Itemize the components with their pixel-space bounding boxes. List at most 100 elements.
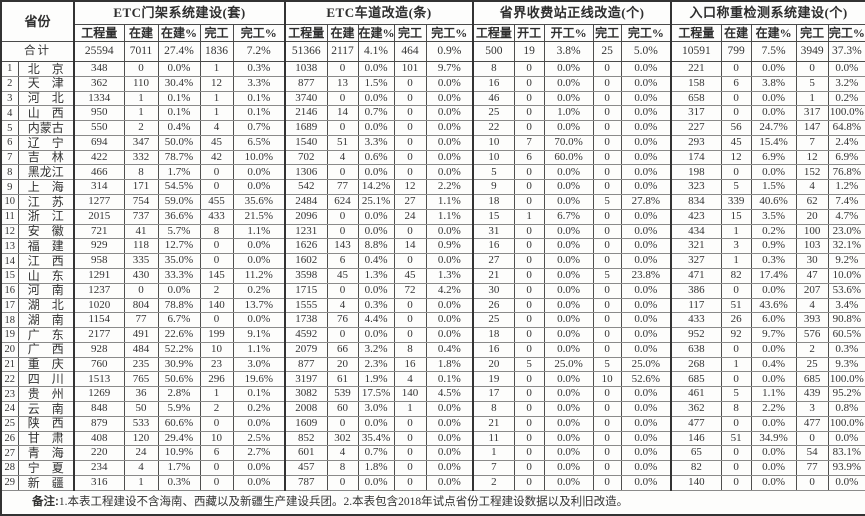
data-cell: 35.4% xyxy=(357,430,395,447)
data-cell: 4 xyxy=(326,445,359,462)
data-cell: 1.2% xyxy=(827,179,865,196)
data-cell: 0 xyxy=(513,164,545,181)
province-name: 广 东 xyxy=(17,327,75,343)
data-cell: 93.9% xyxy=(827,460,865,476)
data-cell: 6 xyxy=(199,445,234,462)
data-cell: 4 xyxy=(199,120,234,136)
data-cell: 0.2% xyxy=(232,400,286,417)
data-cell: 316 xyxy=(73,474,125,492)
data-cell: 293 xyxy=(670,134,722,151)
data-cell: 17 xyxy=(472,386,515,402)
data-cell: 0 xyxy=(592,415,622,432)
data-cell: 685 xyxy=(795,371,829,388)
data-cell: 0 xyxy=(393,415,427,432)
data-cell: 362 xyxy=(73,75,125,92)
data-cell: 0 xyxy=(592,164,622,181)
data-cell: 5 xyxy=(472,164,515,181)
data-cell: 0 xyxy=(513,341,545,358)
data-cell: 7 xyxy=(513,134,545,151)
data-cell: 455 xyxy=(199,194,234,210)
data-cell: 18 xyxy=(472,194,515,210)
data-cell: 0.0% xyxy=(425,223,474,240)
data-cell: 27 xyxy=(472,253,515,269)
data-cell: 25 xyxy=(472,312,515,329)
data-cell: 0 xyxy=(393,149,427,166)
data-cell: 30 xyxy=(472,282,515,299)
data-cell: 0 xyxy=(326,415,359,432)
data-cell: 0 xyxy=(326,223,359,240)
data-cell: 227 xyxy=(670,120,722,136)
data-cell: 0 xyxy=(592,134,622,151)
data-cell: 42 xyxy=(199,149,234,166)
data-cell: 0.0% xyxy=(620,75,672,92)
table-row: 8 黑龙江 466 8 1.7% 0 0.0% 1306 0 0.0% 0 0.0% 5 0 0.0% 0 0.… xyxy=(0,164,865,181)
data-cell: 1.7% xyxy=(157,164,201,181)
data-cell: 0 xyxy=(513,75,545,92)
province-name: 重 庆 xyxy=(17,356,75,373)
data-cell: 848 xyxy=(73,400,125,417)
data-cell: 0.0% xyxy=(425,120,474,136)
data-cell: 1.5% xyxy=(357,75,395,92)
data-cell: 4.5% xyxy=(425,386,474,402)
total-cell: 500 xyxy=(472,41,515,62)
data-cell: 0.0% xyxy=(750,460,797,476)
data-cell: 339 xyxy=(720,194,752,210)
data-cell: 50.0% xyxy=(157,134,201,151)
data-cell: 0.0% xyxy=(620,474,672,492)
data-cell: 0.3% xyxy=(232,61,286,77)
data-cell: 3.3% xyxy=(232,75,286,92)
data-cell: 40.6% xyxy=(750,194,797,210)
table-row: 5 内蒙古 550 2 0.4% 4 0.7% 1689 0 0.0% 0 0.0% 22 0 0.0% 0 0… xyxy=(0,120,865,136)
data-cell: 36 xyxy=(123,386,159,402)
data-cell: 0 xyxy=(123,282,159,299)
data-cell: 0 xyxy=(326,90,359,107)
data-cell: 0 xyxy=(720,371,752,388)
data-cell: 3082 xyxy=(284,386,328,402)
data-cell: 103 xyxy=(795,238,829,255)
data-cell: 1540 xyxy=(284,134,328,151)
data-cell: 0 xyxy=(720,445,752,462)
data-cell: 2008 xyxy=(284,400,328,417)
data-cell: 21 xyxy=(472,267,515,284)
province-name: 四 川 xyxy=(17,371,75,388)
data-cell: 0 xyxy=(592,312,622,329)
table-row: 10 江 苏 1277 754 59.0% 455 35.6% 2484 624 25.1% 27 1… xyxy=(0,194,865,210)
row-number: 11 xyxy=(0,208,19,225)
data-cell: 4592 xyxy=(284,327,328,343)
data-cell: 0.0% xyxy=(425,415,474,432)
data-cell: 34.9% xyxy=(750,430,797,447)
data-cell: 12 xyxy=(795,149,829,166)
data-cell: 0 xyxy=(720,61,752,77)
data-cell: 877 xyxy=(284,75,328,92)
data-cell: 0 xyxy=(592,149,622,166)
data-cell: 638 xyxy=(670,341,722,358)
data-cell: 0.1% xyxy=(232,386,286,402)
data-cell: 1 xyxy=(720,356,752,373)
data-cell: 0.1% xyxy=(232,105,286,122)
table-body: 合计 25594 7011 27.4% 1836 7.2% 51366 2117 4.1% 464… xyxy=(0,41,865,492)
group-header-etc-lane: ETC车道改造(条) xyxy=(284,0,474,25)
row-number: 7 xyxy=(0,149,19,166)
data-cell: 9.2% xyxy=(827,253,865,269)
province-name: 山 东 xyxy=(17,267,75,284)
data-cell: 0.0% xyxy=(425,90,474,107)
data-cell: 0 xyxy=(720,164,752,181)
total-cell: 27.4% xyxy=(157,41,201,62)
data-cell: 1038 xyxy=(284,61,328,77)
data-cell: 434 xyxy=(670,223,722,240)
data-cell: 0.0% xyxy=(357,415,395,432)
data-cell: 51 xyxy=(720,430,752,447)
data-cell: 1.1% xyxy=(425,194,474,210)
data-cell: 0.1% xyxy=(157,90,201,107)
data-cell: 0 xyxy=(795,474,829,492)
data-cell: 90.8% xyxy=(827,312,865,329)
row-number: 14 xyxy=(0,253,19,269)
table-row: 12 安 徽 721 41 5.7% 8 1.1% 1231 0 0.0% 0 0.0% 31 0 0.0%… xyxy=(0,223,865,240)
data-cell: 140 xyxy=(670,474,722,492)
data-cell: 1738 xyxy=(284,312,328,329)
data-cell: 3.3% xyxy=(357,134,395,151)
data-cell: 3.0% xyxy=(357,400,395,417)
data-cell: 550 xyxy=(73,120,125,136)
table-row: 20 广 西 928 484 52.2% 10 1.1% 2079 66 3.2% 8 0.4% 16 0… xyxy=(0,341,865,358)
